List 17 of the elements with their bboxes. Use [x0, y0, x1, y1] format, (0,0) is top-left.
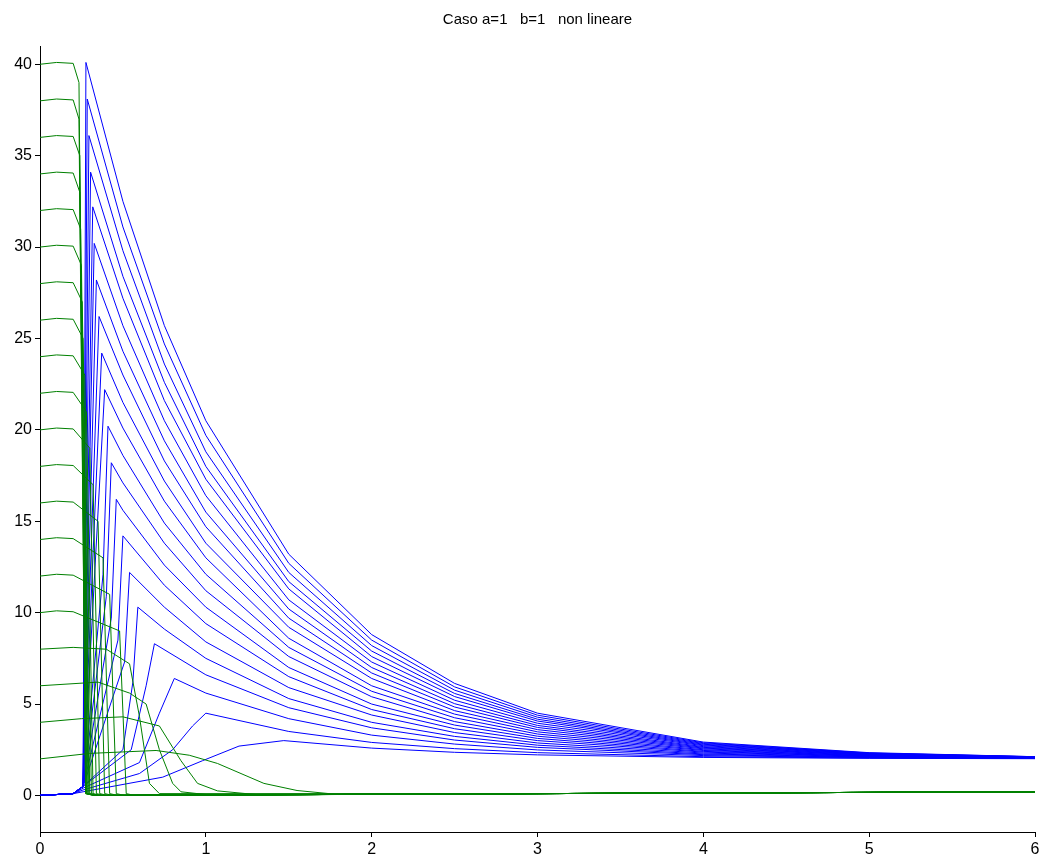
x-tick-label: 0 [35, 840, 45, 858]
y-tick-label: 20 [14, 420, 33, 438]
y-tick-label: 0 [23, 785, 33, 803]
x-tick-label: 1 [201, 840, 211, 858]
x-tick-label: 6 [1030, 840, 1040, 858]
y-tick-label: 5 [23, 694, 33, 712]
x-tick-label: 2 [367, 840, 377, 858]
x-tick-label: 4 [698, 840, 708, 858]
x-tick-label: 5 [864, 840, 874, 858]
y-tick-label: 25 [14, 328, 33, 346]
y-tick-label: 35 [14, 146, 33, 164]
y-tick-label: 30 [14, 237, 33, 255]
x-tick-label: 3 [533, 840, 543, 858]
y-tick-label: 15 [14, 511, 33, 529]
chart-title: Caso a=1 b=1 non lineare [442, 10, 633, 28]
y-tick-label: 10 [14, 603, 33, 621]
y-tick-label: 40 [14, 54, 33, 72]
